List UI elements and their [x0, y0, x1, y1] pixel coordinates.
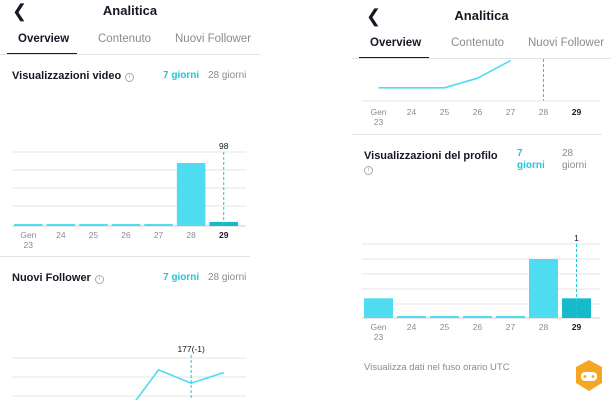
tab-divider — [0, 54, 260, 55]
video-views-selected-label: 98 — [219, 141, 229, 151]
x-tick-label: 29 — [572, 107, 582, 117]
x-tick-label: 27 — [154, 230, 164, 240]
video-views-title: Visualizzazioni video i — [12, 70, 135, 82]
tab-overview[interactable]: Overview — [18, 33, 70, 45]
range-7-days[interactable]: 7 giorni — [163, 272, 200, 283]
info-icon[interactable]: i — [364, 166, 373, 175]
logo-button — [591, 375, 595, 378]
bar-3[interactable] — [463, 316, 492, 318]
utc-note: Visualizza dati nel fuso orario UTC — [364, 362, 510, 373]
x-tick-label: 24 — [56, 230, 66, 240]
bar-0[interactable] — [364, 298, 393, 318]
bar-6[interactable] — [562, 298, 591, 318]
page-title: Analitica — [102, 3, 158, 18]
video-views-chart: 98 Gen 23 24 25 26 27 28 29 — [12, 141, 246, 250]
info-icon[interactable]: i — [94, 275, 104, 284]
tab-divider — [352, 58, 611, 59]
profile-views-title: Visualizzazioni del profilo — [364, 150, 498, 162]
x-tick-label: 24 — [407, 322, 417, 332]
tab-contenuto[interactable]: Contenuto — [451, 37, 505, 49]
new-followers-title-text: Nuovi Follower — [12, 272, 91, 284]
bar-5[interactable] — [176, 163, 206, 226]
logo-gamepad — [581, 372, 597, 381]
bar-4[interactable] — [496, 316, 525, 318]
x-tick-label: 29 — [572, 322, 582, 332]
x-tick-label: 24 — [407, 107, 417, 117]
new-followers-title: Nuovi Follower i — [12, 272, 104, 284]
bar-1[interactable] — [46, 224, 76, 226]
video-views-bars — [14, 163, 238, 226]
back-arrow-icon[interactable]: ❮ — [12, 1, 28, 21]
new-followers-line — [135, 368, 224, 400]
range-28-days[interactable]: 28 giorni — [562, 148, 587, 171]
section-divider — [0, 256, 250, 257]
scrolled-chart-x-labels: Gen 23 24 25 26 27 28 29 — [370, 107, 581, 127]
bar-4[interactable] — [144, 223, 173, 226]
left-screen: ❮ Analitica Overview Contenuto Nuovi Fol… — [0, 0, 260, 400]
info-icon[interactable]: i — [125, 73, 135, 82]
site-logo-icon — [576, 360, 602, 391]
range-28-days[interactable]: 28 giorni — [208, 272, 247, 283]
x-tick-label: 29 — [219, 230, 229, 240]
bar-2[interactable] — [430, 316, 459, 318]
bar-3[interactable] — [111, 224, 141, 226]
x-tick-label: 27 — [506, 322, 516, 332]
profile-views-chart: 1 Gen 23 24 25 26 27 28 29 — [362, 233, 600, 342]
back-arrow-icon[interactable]: ❮ — [366, 6, 382, 26]
x-tick-label: 26 — [473, 107, 483, 117]
scrolled-chart-line — [378, 59, 511, 89]
profile-views-bars — [364, 259, 591, 318]
video-views-title-text: Visualizzazioni video — [12, 70, 122, 82]
profile-views-selected-label: 1 — [574, 233, 579, 243]
section-divider — [352, 134, 602, 135]
profile-views-x-labels: Gen 23 24 25 26 27 28 29 — [370, 322, 581, 342]
bar-0[interactable] — [14, 224, 43, 226]
video-views-grid — [12, 151, 246, 227]
tab-contenuto[interactable]: Contenuto — [98, 33, 152, 45]
x-tick-label: Gen 23 — [370, 322, 386, 342]
tab-overview[interactable]: Overview — [370, 37, 422, 49]
new-followers-selected-label: 177(-1) — [177, 344, 205, 354]
new-followers-grid — [12, 357, 246, 397]
x-tick-label: 27 — [506, 107, 516, 117]
tab-nuovi-follower[interactable]: Nuovi Follower — [175, 33, 252, 45]
x-tick-label: Gen 23 — [370, 107, 386, 127]
right-screen: ❮ Analitica Overview Contenuto Nuovi Fol… — [352, 0, 611, 400]
bar-5[interactable] — [529, 259, 558, 318]
new-followers-chart: 177(-1) — [12, 344, 246, 400]
x-tick-label: 28 — [186, 230, 196, 240]
bar-1[interactable] — [397, 316, 426, 318]
x-tick-label: 26 — [473, 322, 483, 332]
x-tick-label: 28 — [539, 322, 549, 332]
range-7-days[interactable]: 7 giorni — [163, 70, 200, 81]
range-7-days[interactable]: 7 giorni — [517, 148, 545, 171]
x-tick-label: 25 — [89, 230, 99, 240]
x-tick-label: 26 — [121, 230, 131, 240]
x-tick-label: Gen 23 — [20, 230, 36, 250]
page-title: Analitica — [454, 8, 509, 23]
bar-2[interactable] — [79, 224, 108, 226]
logo-button — [583, 375, 587, 378]
x-tick-label: 28 — [539, 107, 549, 117]
range-28-days[interactable]: 28 giorni — [208, 70, 247, 81]
tab-nuovi-follower[interactable]: Nuovi Follower — [528, 37, 605, 49]
x-tick-label: 25 — [440, 322, 450, 332]
scrolled-line-chart: Gen 23 24 25 26 27 28 29 — [362, 59, 600, 127]
video-views-x-labels: Gen 23 24 25 26 27 28 29 — [20, 230, 228, 250]
x-tick-label: 25 — [440, 107, 450, 117]
